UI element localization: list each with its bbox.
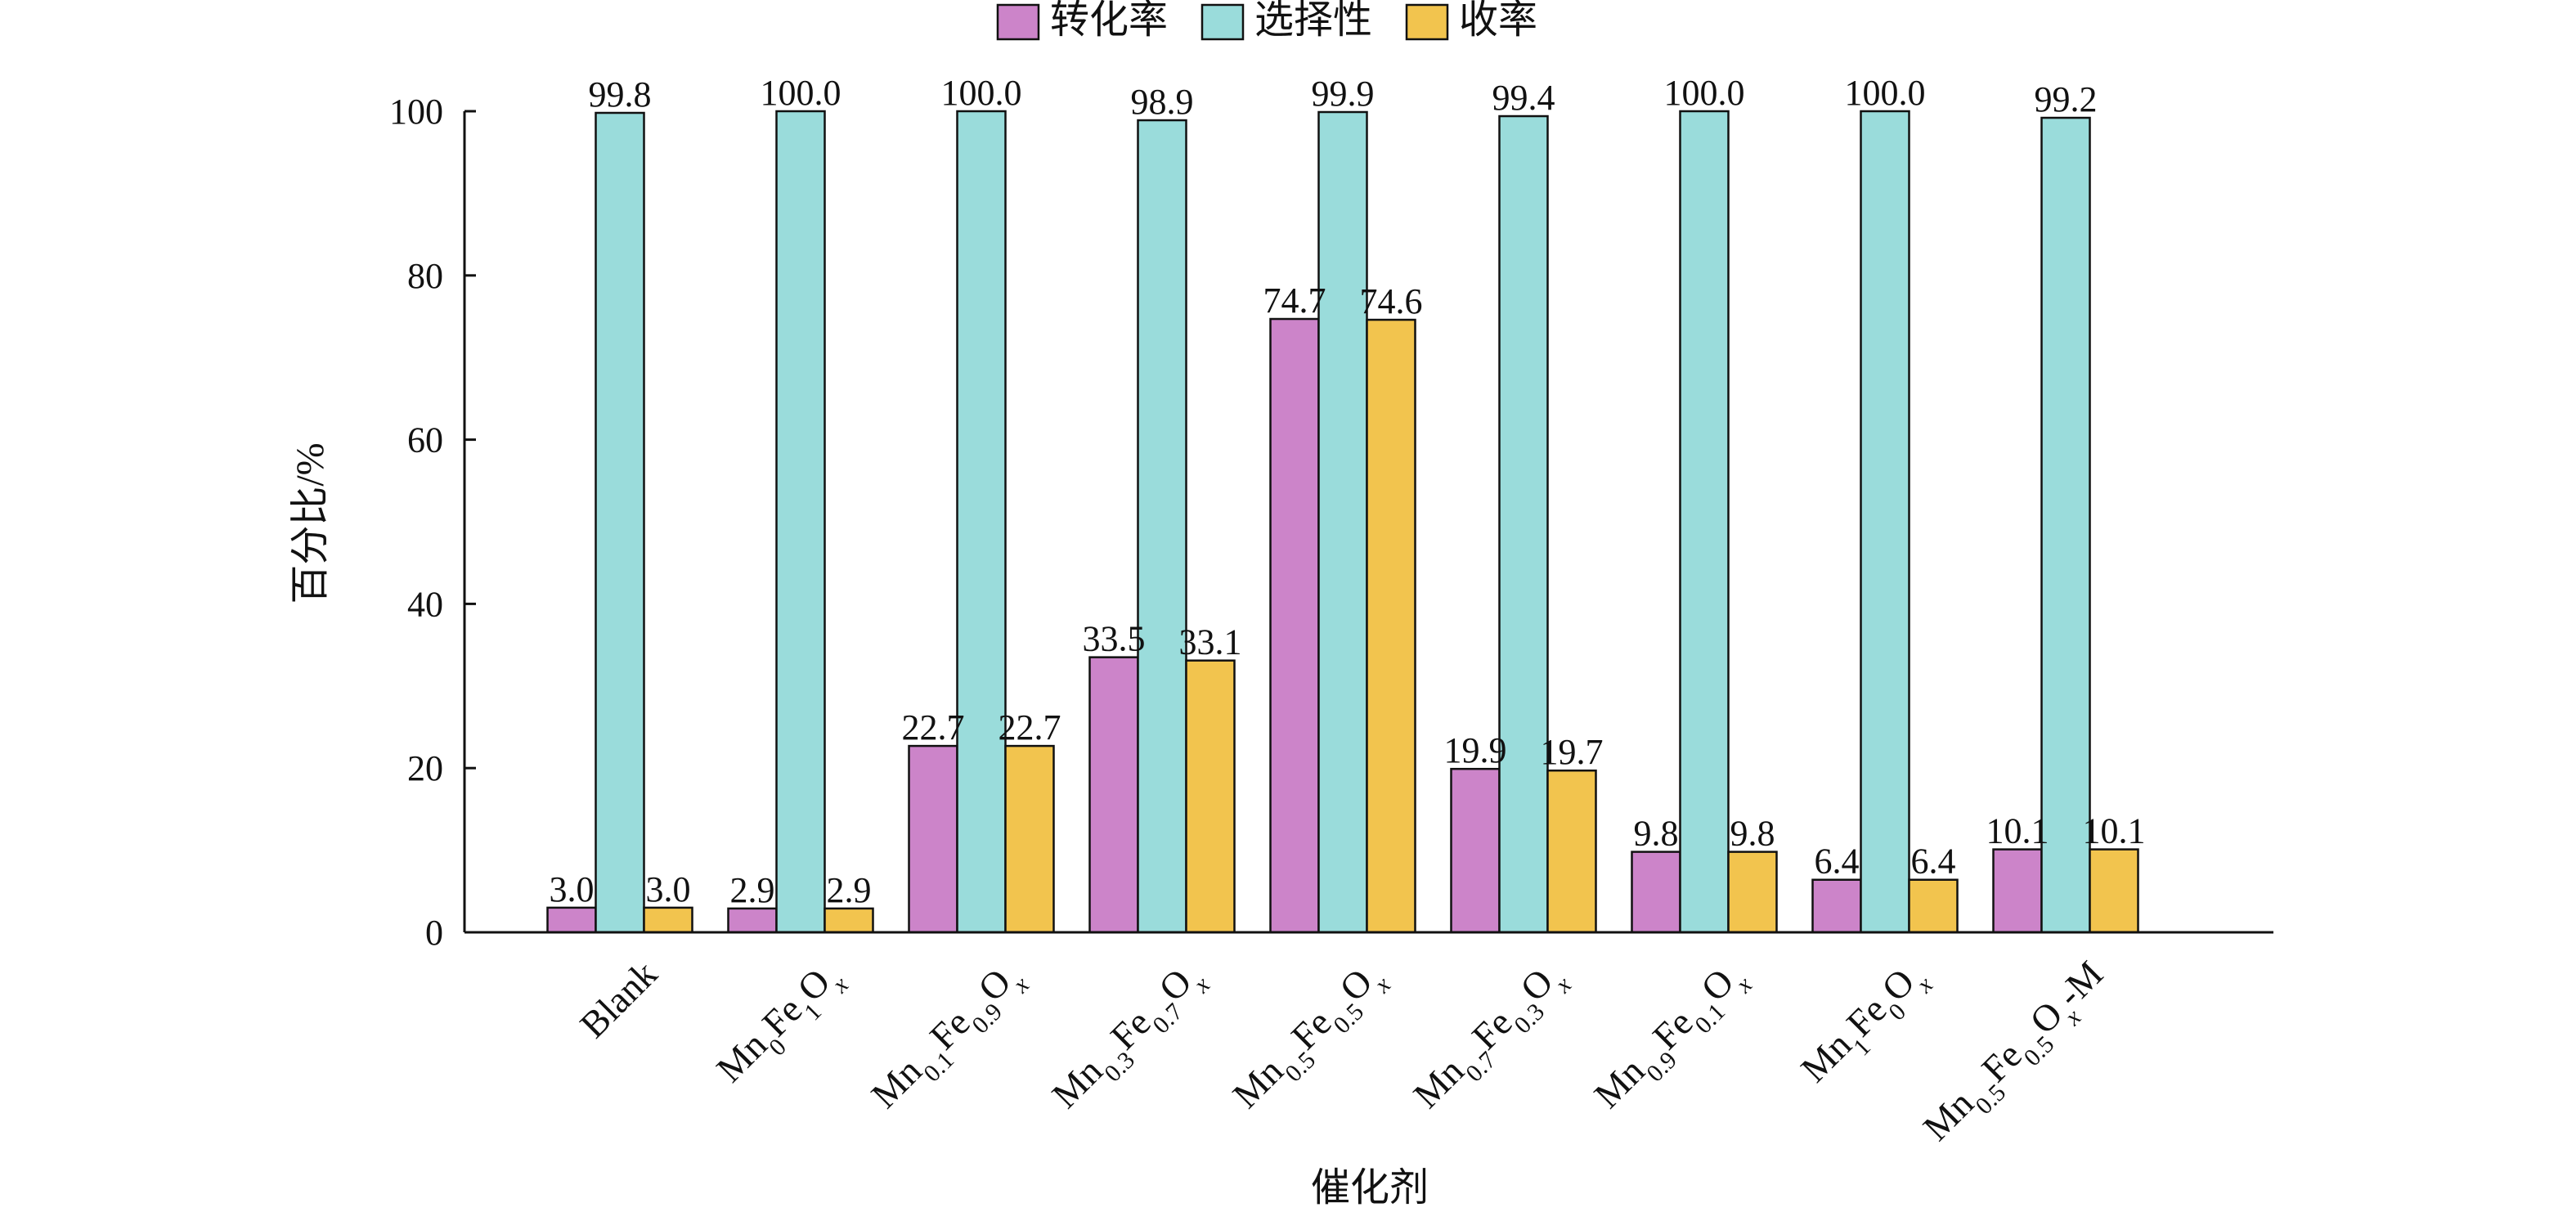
data-label-series-0-cat-8: 10.1: [1986, 811, 2049, 851]
data-label-series-2-cat-3: 33.1: [1179, 622, 1242, 662]
y-tick-label: 100: [389, 92, 443, 132]
data-label-series-1-cat-0: 99.8: [589, 74, 652, 114]
data-label-series-1-cat-1: 100.0: [761, 73, 841, 113]
x-category-label: Mn0.1Fe0.9Ox: [863, 953, 1034, 1124]
data-label-series-2-cat-8: 10.1: [2083, 811, 2146, 851]
bar-series-0-cat-1: [727, 907, 778, 934]
bar-series-0-cat-5: [1450, 767, 1501, 934]
legend-label-2: 收率: [1459, 0, 1537, 42]
legend-swatch-0: [996, 3, 1040, 41]
bar-series-1-cat-1: [775, 110, 826, 934]
bars: [546, 110, 2139, 934]
data-label-series-0-cat-0: 3.0: [550, 869, 595, 909]
x-category-label: Mn0.5Fe0.5Ox-M: [1915, 953, 2119, 1156]
bar-series-2-cat-4: [1366, 318, 1416, 934]
bar-series-1-cat-8: [2040, 116, 2091, 934]
bar-series-2-cat-3: [1185, 659, 1236, 934]
y-tick-label: 20: [407, 748, 443, 788]
x-category-label: Blank: [572, 953, 665, 1046]
data-label-series-2-cat-6: 9.8: [1730, 814, 1775, 854]
legend-label-0: 转化率: [1050, 0, 1168, 42]
x-category-label: Mn0.7Fe0.3Ox: [1405, 953, 1577, 1124]
bar-series-2-cat-7: [1908, 878, 1959, 934]
bar-series-1-cat-2: [956, 110, 1007, 934]
data-label-series-0-cat-6: 9.8: [1634, 814, 1679, 854]
bar-series-1-cat-4: [1317, 110, 1368, 934]
bar-series-0-cat-2: [908, 744, 958, 934]
bar-series-2-cat-0: [643, 906, 693, 934]
data-label-series-2-cat-4: 74.6: [1360, 281, 1423, 321]
y-axis-title: 百分比/%: [289, 442, 332, 604]
legend-label-1: 选择性: [1254, 0, 1372, 42]
legend-swatch-2: [1405, 3, 1449, 41]
bar-series-2-cat-8: [2089, 848, 2139, 934]
bar-series-0-cat-6: [1631, 851, 1681, 934]
data-label-series-0-cat-4: 74.7: [1263, 281, 1326, 321]
x-category-label: Mn0.3Fe0.7Ox: [1043, 953, 1215, 1124]
bar-series-1-cat-3: [1137, 119, 1187, 934]
data-label-series-1-cat-2: 100.0: [941, 73, 1022, 113]
data-label-series-1-cat-5: 99.4: [1492, 78, 1555, 118]
bar-series-0-cat-7: [1811, 878, 1862, 934]
data-label-series-1-cat-4: 99.9: [1312, 74, 1375, 114]
bar-series-1-cat-7: [1860, 110, 1910, 934]
bar-series-2-cat-6: [1727, 851, 1778, 934]
x-category-label: Mn0.9Fe0.1Ox: [1586, 953, 1757, 1124]
axes: [463, 111, 2273, 934]
data-labels: 3.0 99.8 3.0 2.9 100.0 2.9 22.7 100.0 22.7 33.5 98…: [550, 73, 2146, 910]
data-label-series-2-cat-2: 22.7: [999, 707, 1061, 747]
bar-series-1-cat-5: [1498, 114, 1549, 934]
legend: 转化率 选择性 收率: [996, 0, 1537, 42]
x-axis-title: 催化剂: [1311, 1166, 1429, 1210]
data-label-series-1-cat-3: 98.9: [1131, 82, 1194, 122]
bar-series-2-cat-5: [1546, 769, 1597, 934]
data-label-series-2-cat-0: 3.0: [646, 869, 691, 909]
y-tick-label: 0: [425, 913, 443, 953]
x-category-label: Mn0.5Fe0.5Ox: [1224, 953, 1396, 1124]
bar-series-2-cat-2: [1004, 744, 1055, 934]
bar-series-0-cat-3: [1088, 656, 1139, 934]
legend-swatch-1: [1200, 3, 1245, 41]
data-label-series-2-cat-7: 6.4: [1911, 842, 1956, 882]
y-ticks: 0 20 40 60 80 100: [389, 92, 476, 953]
x-category-label: Mn0Fe1Ox: [708, 953, 854, 1098]
y-tick-label: 60: [407, 420, 443, 460]
data-label-series-2-cat-5: 19.7: [1541, 732, 1604, 772]
data-label-series-0-cat-3: 33.5: [1083, 619, 1146, 659]
bar-series-1-cat-0: [595, 111, 645, 934]
data-label-series-1-cat-8: 99.2: [2035, 79, 2098, 119]
bar-series-2-cat-1: [824, 907, 874, 934]
data-label-series-0-cat-7: 6.4: [1815, 842, 1860, 882]
data-label-series-0-cat-2: 22.7: [902, 707, 965, 747]
x-category-label: Mn1Fe0Ox: [1793, 953, 1938, 1098]
x-category-labels: BlankMn0Fe1OxMn0.1Fe0.9OxMn0.3Fe0.7OxMn0…: [572, 953, 2119, 1156]
y-tick-label: 40: [407, 584, 443, 624]
y-tick-label: 80: [407, 256, 443, 296]
data-label-series-1-cat-6: 100.0: [1664, 73, 1745, 113]
data-label-series-0-cat-5: 19.9: [1444, 730, 1507, 770]
bar-series-0-cat-0: [546, 906, 597, 934]
data-label-series-0-cat-1: 2.9: [730, 870, 775, 910]
bar-series-0-cat-4: [1269, 317, 1320, 934]
bar-series-0-cat-8: [1992, 848, 2043, 934]
bar-series-1-cat-6: [1679, 110, 1730, 934]
data-label-series-1-cat-7: 100.0: [1845, 73, 1926, 113]
data-label-series-2-cat-1: 2.9: [827, 870, 872, 910]
